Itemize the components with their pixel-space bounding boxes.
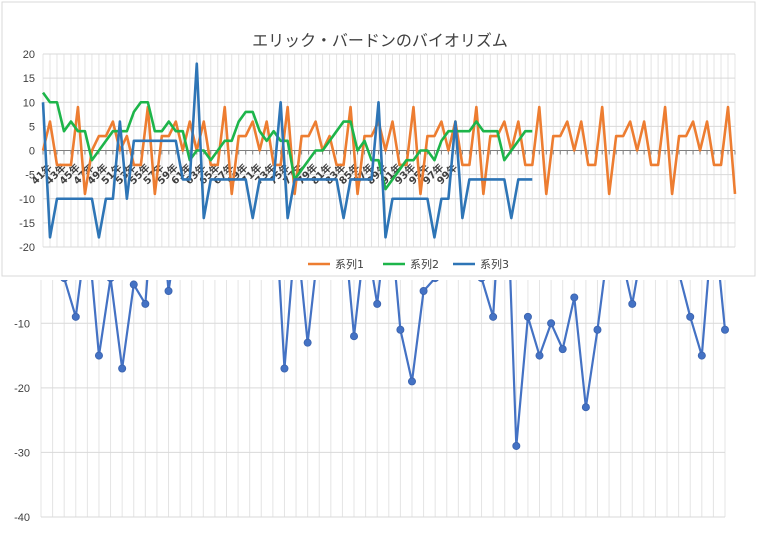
legend-label: 系列3 xyxy=(480,257,509,271)
y-tick-label: -5 xyxy=(25,170,35,182)
y-tick-label: 20 xyxy=(23,49,35,61)
data-point xyxy=(71,312,80,321)
data-point xyxy=(303,338,312,347)
data-point xyxy=(478,280,486,283)
y-tick-label: 5 xyxy=(29,121,35,133)
data-point xyxy=(419,287,428,295)
y-tick-label: 15 xyxy=(23,73,35,85)
data-point xyxy=(535,351,544,360)
data-point xyxy=(628,299,637,308)
y-tick-label: -20 xyxy=(19,242,35,254)
y-tick-label: -30 xyxy=(14,447,30,459)
series-line xyxy=(41,91,533,191)
data-point xyxy=(107,280,115,283)
data-point xyxy=(431,280,439,283)
data-point xyxy=(570,293,579,302)
total-biorhythm-chart: 3020100-10-20-30-40 41年46年51年56年61年66年71… xyxy=(14,280,730,524)
data-point xyxy=(129,280,138,289)
data-point xyxy=(686,312,695,321)
data-point xyxy=(489,312,498,321)
data-point xyxy=(118,364,127,373)
y-tick-label: -10 xyxy=(19,194,35,206)
data-point xyxy=(697,351,706,360)
series-line xyxy=(41,105,737,196)
y-tick-label: 10 xyxy=(23,97,35,109)
y-tick-label: -10 xyxy=(14,318,30,330)
data-point xyxy=(60,280,68,283)
data-point xyxy=(350,332,359,341)
series-line xyxy=(41,62,533,239)
data-point xyxy=(581,403,590,412)
data-point xyxy=(280,364,289,373)
y-tick-label: -15 xyxy=(19,218,35,230)
data-point xyxy=(407,377,416,386)
y-tick-label: 0 xyxy=(29,146,35,158)
chart-title: エリック・バードンのバイオリズム xyxy=(252,31,508,50)
data-point xyxy=(547,319,556,328)
data-point xyxy=(373,299,382,308)
data-point xyxy=(141,299,150,308)
data-point xyxy=(94,351,103,360)
legend-label: 系列1 xyxy=(335,257,364,271)
data-point xyxy=(721,325,730,334)
data-point xyxy=(164,287,173,295)
data-point xyxy=(396,325,405,334)
data-point xyxy=(523,312,532,321)
data-point xyxy=(558,345,567,354)
data-point xyxy=(593,325,602,334)
data-point xyxy=(512,441,521,450)
y-tick-label: -40 xyxy=(14,512,30,524)
legend-label: 系列2 xyxy=(410,257,439,271)
y-tick-label: -20 xyxy=(14,383,30,395)
